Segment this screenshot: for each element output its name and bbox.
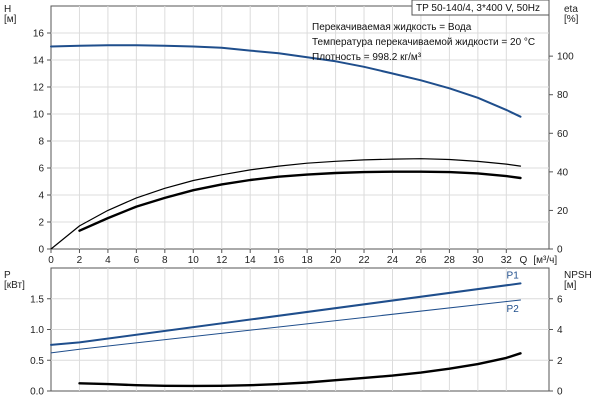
top-y-left-tick-label: 10 <box>33 110 45 121</box>
top-y-right-unit: [%] <box>564 14 579 25</box>
top-y-left-tick-label: 12 <box>33 83 45 94</box>
top-y-left-tick-label: 2 <box>38 218 44 229</box>
x-axis-tick-label: 14 <box>245 255 257 266</box>
top-plot-frame <box>50 5 550 250</box>
bottom-series-p1 <box>50 282 522 346</box>
top-y-left-tick-label: 16 <box>33 29 45 40</box>
fluid-info-line-3: Плотность = 998.2 кг/м³ <box>312 52 422 63</box>
top-series-curve-3 <box>78 170 522 232</box>
x-axis-tick-label: 10 <box>188 255 200 266</box>
x-axis-tick-label: 22 <box>358 255 370 266</box>
x-axis-tick-label: 26 <box>415 255 427 266</box>
x-axis-label: Q <box>519 255 527 266</box>
top-y-left-label: H <box>4 4 11 15</box>
bottom-y-right-tick-label: 4 <box>557 325 563 336</box>
top-y-right-tick-label: 40 <box>557 167 569 178</box>
top-y-left-tick-label: 4 <box>38 191 44 202</box>
top-series-curve-2 <box>50 158 522 250</box>
x-axis-tick-label: 8 <box>162 255 168 266</box>
bottom-y-left-tick-label: 1.5 <box>30 294 44 305</box>
bottom-y-right-label: NPSH <box>564 270 592 281</box>
bottom-y-left-label: P <box>4 270 11 281</box>
bottom-y-right-unit: [м] <box>564 280 577 291</box>
x-axis-tick-label: 2 <box>77 255 83 266</box>
x-axis-tick-label: 12 <box>216 255 228 266</box>
fluid-info-line-1: Перекачиваемая жидкость = Вода <box>312 22 472 33</box>
x-axis-tick-label: 16 <box>273 255 285 266</box>
x-axis-tick-label: 0 <box>48 255 54 266</box>
bottom-series-p2 <box>50 299 521 354</box>
bottom-series-curve-3 <box>78 352 522 388</box>
bottom-y-right-tick-label: 6 <box>557 294 563 305</box>
bottom-series-label-p2: P2 <box>507 304 520 315</box>
x-axis-tick-label: 20 <box>330 255 342 266</box>
x-axis-unit: [м³/ч] <box>533 255 557 266</box>
top-y-left-tick-label: 6 <box>38 164 44 175</box>
x-axis-tick-label: 6 <box>134 255 140 266</box>
bottom-series-label-p1: P1 <box>507 270 520 281</box>
top-series-curve-1 <box>50 44 522 118</box>
bottom-y-left-unit: [кВт] <box>4 280 25 291</box>
bottom-y-right-tick-label: 2 <box>557 356 563 367</box>
x-axis-tick-label: 30 <box>472 255 484 266</box>
x-axis-tick-label: 28 <box>444 255 456 266</box>
top-y-left-tick-label: 0 <box>38 245 44 256</box>
top-y-left-tick-label: 8 <box>38 137 44 148</box>
x-axis-tick-label: 4 <box>105 255 111 266</box>
x-axis-tick-label: 18 <box>302 255 314 266</box>
top-y-right-tick-label: 80 <box>557 90 569 101</box>
top-y-right-tick-label: 100 <box>557 52 574 63</box>
fluid-info-line-2: Температура перекачиваемой жидкости = 20… <box>312 37 535 48</box>
bottom-y-left-tick-label: 1.0 <box>30 325 44 336</box>
bottom-y-right-tick-label: 0 <box>557 387 563 398</box>
chart-title-box <box>411 0 550 16</box>
x-axis-tick-label: 32 <box>501 255 513 266</box>
top-y-right-tick-label: 0 <box>557 245 563 256</box>
top-y-left-unit: [м] <box>4 14 17 25</box>
bottom-y-left-tick-label: 0.5 <box>30 356 44 367</box>
bottom-y-left-tick-label: 0.0 <box>30 387 44 398</box>
x-axis-tick-label: 24 <box>387 255 399 266</box>
top-y-right-tick-label: 60 <box>557 129 569 140</box>
top-y-right-tick-label: 20 <box>557 206 569 217</box>
top-y-left-tick-label: 14 <box>33 56 45 67</box>
top-y-right-label: eta <box>564 4 578 15</box>
chart-title: TP 50-140/4, 3*400 V, 50Hz <box>416 3 540 14</box>
